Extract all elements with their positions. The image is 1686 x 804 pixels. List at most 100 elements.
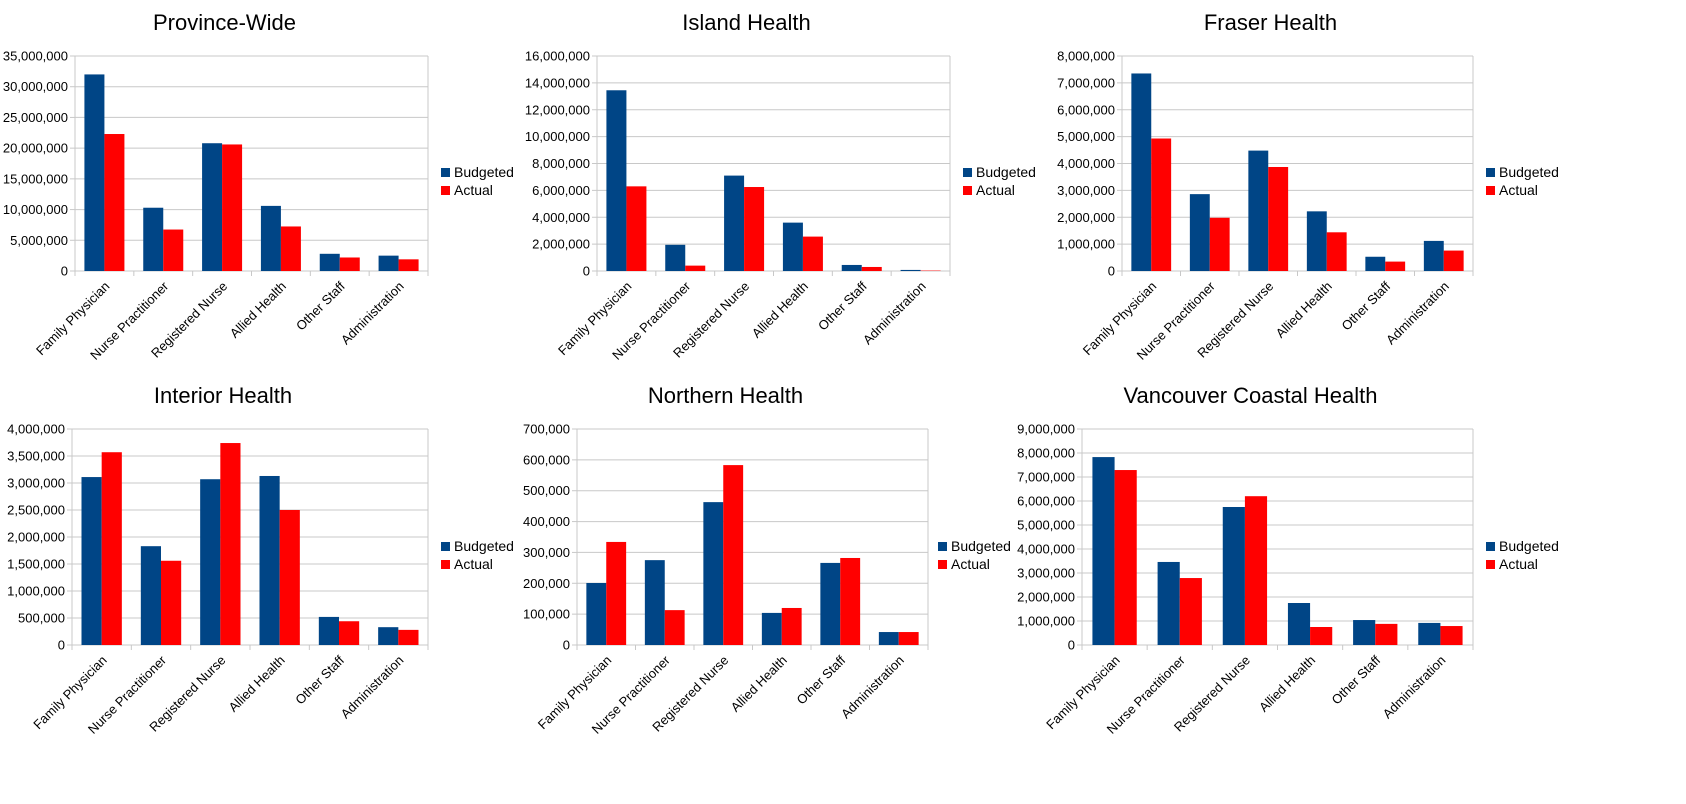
y-tick-label: 3,000,000 — [1017, 566, 1075, 581]
bar-budgeted — [1189, 194, 1210, 271]
y-tick-label: 2,000,000 — [532, 237, 590, 252]
legend-label-actual: Actual — [1499, 556, 1538, 572]
y-tick-label: 2,000,000 — [7, 530, 65, 545]
y-tick-label: 15,000,000 — [3, 171, 68, 186]
x-category-label: Administration — [838, 653, 907, 722]
y-tick-label: 100,000 — [523, 607, 570, 622]
chart-title: Fraser Health — [1204, 10, 1337, 35]
y-tick-label: 4,000,000 — [1017, 542, 1075, 557]
legend-swatch-actual — [1486, 186, 1495, 195]
bar-budgeted — [782, 222, 803, 271]
y-tick-label: 1,500,000 — [7, 557, 65, 572]
legend-label-budgeted: Budgeted — [454, 164, 514, 180]
legend-swatch-actual — [938, 560, 947, 569]
y-tick-label: 0 — [1068, 638, 1075, 653]
chart-title: Vancouver Coastal Health — [1124, 383, 1378, 408]
y-tick-label: 2,500,000 — [7, 503, 65, 518]
y-tick-label: 4,000,000 — [532, 210, 590, 225]
bar-budgeted — [644, 560, 665, 645]
bar-actual — [1179, 578, 1202, 645]
x-category-label: Allied Health — [1256, 653, 1318, 715]
y-tick-label: 6,000,000 — [1017, 494, 1075, 509]
bar-budgeted — [724, 175, 745, 271]
bar-actual — [685, 265, 706, 271]
y-tick-label: 4,000,000 — [7, 422, 65, 437]
bar-actual — [398, 259, 419, 271]
legend-label-budgeted: Budgeted — [1499, 164, 1559, 180]
y-tick-label: 6,000,000 — [532, 183, 590, 198]
bar-budgeted — [1287, 603, 1311, 645]
x-category-label: Allied Health — [1273, 279, 1335, 341]
bar-actual — [664, 610, 685, 645]
bar-actual — [1385, 261, 1406, 271]
y-tick-label: 5,000,000 — [10, 233, 68, 248]
bar-budgeted — [143, 207, 164, 271]
bar-budgeted — [1423, 240, 1444, 271]
bar-actual — [280, 226, 301, 271]
bar-actual — [1244, 496, 1268, 645]
legend-label-actual: Actual — [454, 556, 493, 572]
y-tick-label: 600,000 — [523, 452, 570, 467]
bar-actual — [898, 632, 919, 645]
x-category-label: Administration — [1383, 279, 1452, 348]
bar-budgeted — [820, 562, 841, 645]
legend-label-actual: Actual — [951, 556, 990, 572]
bar-actual — [723, 465, 744, 645]
y-tick-label: 4,000,000 — [1057, 156, 1115, 171]
bar-actual — [1440, 626, 1463, 645]
chart-island-health: Island Health 0 2,000,000 4,000,000 6,000,00… — [525, 10, 1036, 363]
y-tick-label: 300,000 — [523, 545, 570, 560]
y-tick-label: 12,000,000 — [525, 102, 590, 117]
bar-budgeted — [586, 582, 607, 645]
y-tick-label: 10,000,000 — [3, 202, 68, 217]
legend-swatch-budgeted — [1486, 542, 1495, 551]
legend-swatch-actual — [441, 186, 450, 195]
bar-budgeted — [84, 74, 105, 271]
y-tick-label: 3,000,000 — [7, 476, 65, 491]
bar-actual — [163, 229, 184, 271]
x-category-label: Allied Health — [749, 279, 811, 341]
y-tick-label: 5,000,000 — [1057, 129, 1115, 144]
legend-swatch-actual — [441, 560, 450, 569]
bar-actual — [161, 560, 182, 645]
y-tick-label: 500,000 — [18, 611, 65, 626]
bar-budgeted — [1222, 507, 1245, 645]
bar-actual — [1209, 217, 1230, 271]
legend-swatch-budgeted — [441, 168, 450, 177]
y-tick-label: 3,500,000 — [7, 449, 65, 464]
legend-label-actual: Actual — [976, 182, 1015, 198]
bar-budgeted — [1365, 256, 1386, 271]
bar-budgeted — [318, 616, 339, 645]
bar-budgeted — [140, 546, 161, 645]
bar-actual — [104, 134, 125, 271]
x-category-label: Other Staff — [793, 652, 848, 707]
chart-title: Island Health — [682, 10, 810, 35]
x-category-label: Allied Health — [226, 653, 288, 715]
bar-actual — [626, 186, 647, 271]
y-tick-label: 2,000,000 — [1017, 590, 1075, 605]
y-tick-label: 1,000,000 — [1017, 614, 1075, 629]
y-tick-label: 0 — [583, 264, 590, 279]
legend-label-actual: Actual — [454, 182, 493, 198]
y-tick-label: 20,000,000 — [3, 141, 68, 156]
y-tick-label: 0 — [1108, 264, 1115, 279]
y-tick-label: 6,000,000 — [1057, 102, 1115, 117]
x-category-label: Other Staff — [1328, 652, 1383, 707]
bar-budgeted — [1248, 150, 1269, 271]
chart-title: Northern Health — [648, 383, 803, 408]
legend-label-budgeted: Budgeted — [1499, 538, 1559, 554]
x-category-label: Other Staff — [292, 652, 347, 707]
legend-label-budgeted: Budgeted — [454, 538, 514, 554]
legend-label-actual: Actual — [1499, 182, 1538, 198]
y-tick-label: 3,000,000 — [1057, 183, 1115, 198]
y-tick-label: 200,000 — [523, 576, 570, 591]
y-tick-label: 7,000,000 — [1057, 75, 1115, 90]
chart-interior-health: Interior Health 0 500,000 1,000,000 1,500,00… — [7, 383, 514, 737]
bar-budgeted — [665, 244, 686, 271]
y-tick-label: 10,000,000 — [525, 129, 590, 144]
bar-actual — [222, 144, 243, 271]
bar-actual — [279, 510, 300, 645]
bar-budgeted — [900, 269, 921, 271]
bar-actual — [781, 607, 802, 645]
